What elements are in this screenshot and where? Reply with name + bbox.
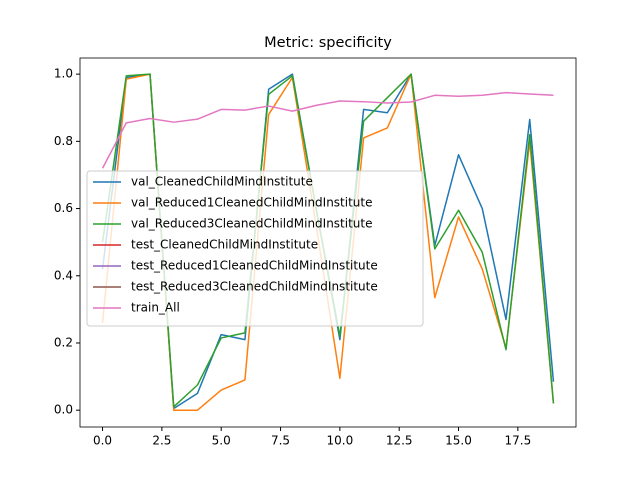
x-tick-label: 17.5: [504, 434, 531, 448]
legend-label: val_CleanedChildMindInstitute: [131, 175, 313, 189]
y-tick-label: 0.8: [54, 134, 73, 148]
y-tick-label: 0.6: [54, 201, 73, 215]
x-tick-label: 15.0: [445, 434, 472, 448]
series-line: [101, 91, 554, 169]
x-tick-label: 0.0: [93, 434, 112, 448]
x-tick-label: 2.5: [152, 434, 171, 448]
axes-frame: [79, 57, 577, 428]
x-tick-label: 10.0: [327, 434, 354, 448]
legend-label: val_Reduced1CleanedChildMindInstitute: [131, 196, 373, 210]
y-tick-label: 0.4: [54, 268, 73, 282]
legend-label: test_CleanedChildMindInstitute: [131, 238, 318, 252]
x-tick-label: 12.5: [386, 434, 413, 448]
legend-label: val_Reduced3CleanedChildMindInstitute: [131, 217, 373, 231]
chart-title: Metric: specificity: [264, 35, 392, 51]
y-tick-label: 0.0: [54, 403, 73, 417]
y-tick-label: 1.0: [54, 67, 73, 81]
x-tick-label: 7.5: [271, 434, 290, 448]
legend-label: test_Reduced3CleanedChildMindInstitute: [131, 280, 378, 294]
legend-label: test_Reduced1CleanedChildMindInstitute: [131, 259, 378, 273]
legend-box: [86, 170, 424, 327]
legend-label: train_All: [131, 301, 180, 315]
x-tick-label: 5.0: [212, 434, 231, 448]
legend: val_CleanedChildMindInstitute val_Reduced…: [86, 170, 424, 327]
y-tick-label: 0.2: [54, 335, 73, 349]
